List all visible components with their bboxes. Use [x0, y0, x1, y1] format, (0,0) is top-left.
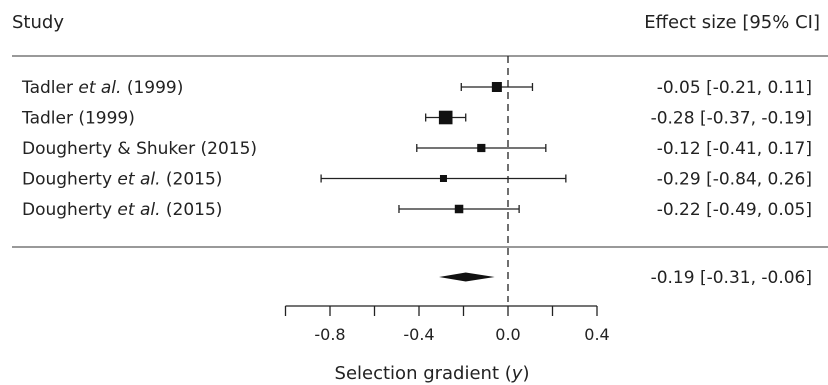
study-name: Dougherty [22, 170, 112, 190]
x-tick-label: 0.0 [495, 325, 520, 344]
summary-diamond [439, 272, 495, 282]
study-column-header: Study [12, 12, 64, 33]
effect-point [491, 82, 502, 92]
study-name: Tadler [21, 78, 73, 98]
x-axis-title-prefix: Selection gradient ( [335, 363, 512, 384]
study-name: Dougherty & Shuker (2015) [22, 139, 257, 159]
x-tick-label: -0.8 [314, 325, 345, 344]
effect-label: -0.05 [-0.21, 0.11] [657, 78, 812, 98]
x-tick-label: 0.4 [584, 325, 609, 344]
study-name-year: (2015) [161, 200, 223, 220]
study-name-etal: et al. [112, 170, 160, 190]
effect-point [454, 204, 464, 214]
study-name-year: (1999) [121, 78, 183, 98]
effect-label: -0.22 [-0.49, 0.05] [657, 200, 812, 220]
study-label: Dougherty & Shuker (2015) [22, 139, 257, 159]
study-name: Dougherty [22, 200, 112, 220]
effect-label: -0.12 [-0.41, 0.17] [657, 139, 812, 159]
effect-column-header: Effect size [95% CI] [644, 12, 820, 33]
study-name: Tadler (1999) [21, 109, 135, 129]
x-axis-title-suffix: ) [522, 363, 529, 384]
x-axis-title: Selection gradient (y) [335, 363, 530, 384]
effect-point [439, 175, 447, 182]
study-name-year: (2015) [161, 170, 223, 190]
study-name-etal: et al. [73, 78, 121, 98]
study-name-etal: et al. [112, 200, 160, 220]
x-axis-title-symbol: y [511, 363, 523, 384]
effect-label: -0.28 [-0.37, -0.19] [651, 109, 812, 129]
effect-point [477, 143, 486, 153]
summary-effect-label: -0.19 [-0.31, -0.06] [651, 268, 812, 288]
study-label: Dougherty et al. (2015) [22, 200, 222, 220]
study-label: Tadler (1999) [21, 109, 135, 129]
effect-point [438, 110, 453, 125]
x-tick-label: -0.4 [403, 325, 434, 344]
study-label: Tadler et al. (1999) [21, 78, 183, 98]
effect-label: -0.29 [-0.84, 0.26] [657, 170, 812, 190]
study-label: Dougherty et al. (2015) [22, 170, 222, 190]
